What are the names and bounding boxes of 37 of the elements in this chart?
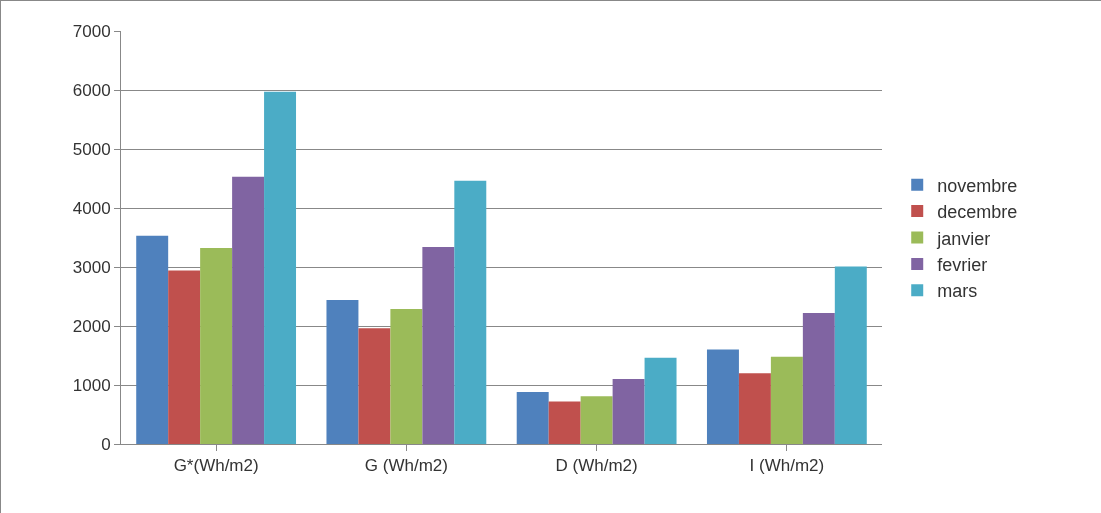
bar bbox=[612, 379, 645, 444]
y-tick-label: 4000 bbox=[72, 198, 111, 218]
bar bbox=[548, 401, 581, 444]
legend-label: novembre bbox=[937, 175, 1018, 196]
bar bbox=[168, 270, 201, 444]
bar bbox=[232, 176, 265, 444]
bar bbox=[136, 235, 169, 444]
bar bbox=[358, 328, 391, 444]
bar bbox=[770, 356, 803, 444]
y-tick-label: 0 bbox=[101, 434, 111, 454]
bar bbox=[200, 248, 233, 444]
bar bbox=[644, 357, 677, 444]
y-tick-label: 3000 bbox=[72, 257, 111, 277]
bar bbox=[390, 308, 423, 444]
bar bbox=[326, 300, 359, 444]
x-tick-label: G*(Wh/m2) bbox=[173, 456, 259, 476]
bar bbox=[802, 313, 835, 444]
y-tick-label: 2000 bbox=[72, 316, 111, 336]
legend-label: mars bbox=[937, 281, 978, 302]
bar bbox=[422, 246, 455, 444]
bar bbox=[738, 373, 771, 444]
y-tick-label: 1000 bbox=[72, 375, 111, 395]
bar bbox=[834, 266, 867, 444]
x-tick-label: G (Wh/m2) bbox=[364, 456, 448, 476]
legend-label: janvier bbox=[936, 228, 991, 249]
x-tick-label: D (Wh/m2) bbox=[555, 456, 638, 476]
bar bbox=[454, 180, 487, 444]
legend-label: decembre bbox=[937, 202, 1018, 223]
bar bbox=[580, 396, 613, 444]
x-tick-label: I (Wh/m2) bbox=[749, 456, 825, 476]
y-tick-label: 6000 bbox=[72, 80, 111, 100]
bar bbox=[516, 392, 549, 444]
y-tick-label: 5000 bbox=[72, 139, 111, 159]
bar bbox=[264, 91, 297, 444]
y-tick-label: 7000 bbox=[72, 21, 111, 41]
bar bbox=[706, 349, 739, 444]
legend-label: fevrier bbox=[937, 254, 988, 275]
